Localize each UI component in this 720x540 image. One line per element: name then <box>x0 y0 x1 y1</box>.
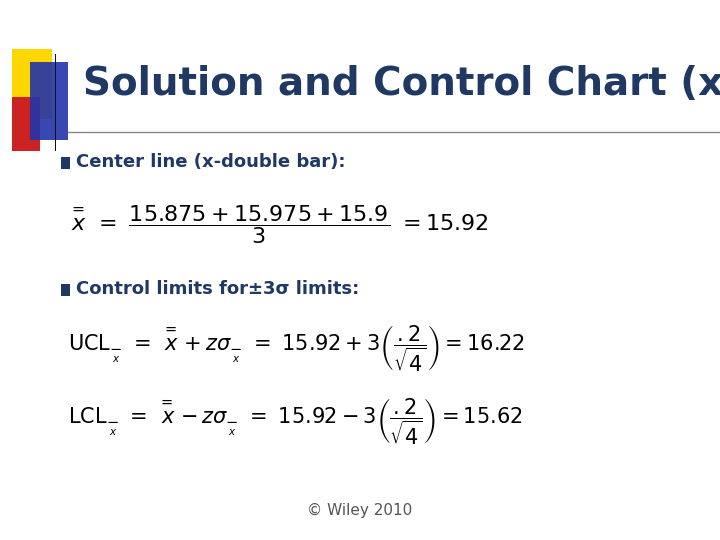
Text: Control limits for±3σ limits:: Control limits for±3σ limits: <box>76 280 359 298</box>
Text: Solution and Control Chart (x-bar): Solution and Control Chart (x-bar) <box>83 65 720 103</box>
Text: $\mathrm{LCL}_{\underset{x}{-}}\ =\ \overset{=}{x}-z\sigma_{\underset{x}{-}}\ =\: $\mathrm{LCL}_{\underset{x}{-}}\ =\ \ove… <box>68 396 523 447</box>
Text: $\overset{=}{x}\ =\ \dfrac{15.875+15.975+15.9}{3}\ =15.92$: $\overset{=}{x}\ =\ \dfrac{15.875+15.975… <box>68 202 489 246</box>
Text: © Wiley 2010: © Wiley 2010 <box>307 503 413 518</box>
Text: $\mathrm{UCL}_{\underset{x}{-}}\ =\ \overset{=}{x}+z\sigma_{\underset{x}{-}}\ =\: $\mathrm{UCL}_{\underset{x}{-}}\ =\ \ove… <box>68 323 526 374</box>
Text: Center line (x-double bar):: Center line (x-double bar): <box>76 153 345 171</box>
